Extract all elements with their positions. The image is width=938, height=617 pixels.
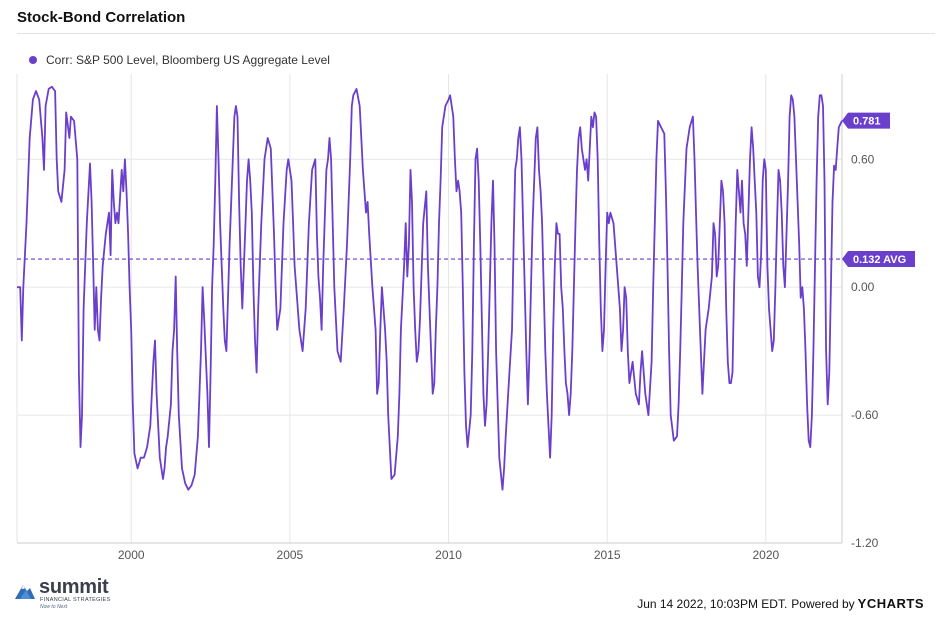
logo-wordmark: summit: [39, 576, 109, 598]
chart-legend: Corr: S&P 500 Level, Bloomberg US Aggreg…: [29, 53, 330, 67]
logo-subtitle: FINANCIAL STRATEGIES: [40, 597, 111, 603]
ycharts-logo[interactable]: YCHARTS: [857, 596, 924, 611]
axes: 2000 2005 2010 2015 2020 0.60 0.00 -0.60 -1.20: [17, 74, 879, 562]
y-tick-label: 0.60: [851, 152, 875, 166]
mountain-icon: [15, 585, 35, 599]
x-tick-label: 2020: [752, 548, 779, 562]
series-group: [17, 85, 843, 491]
x-tick-label: 2005: [277, 548, 304, 562]
footer-credit: Jun 14 2022, 10:03PM EDT. Powered by YCH…: [637, 596, 924, 611]
legend-swatch: [29, 56, 37, 64]
title-divider: [17, 33, 935, 34]
logo-tagline: Now to Next: [40, 604, 68, 610]
y-tick-label: -0.60: [851, 408, 879, 422]
y-tick-label: 0.00: [851, 280, 875, 294]
value-flags: 0.781 0.132 AVG: [842, 112, 915, 268]
x-tick-label: 2010: [435, 548, 462, 562]
powered-by-text: Powered by: [791, 596, 855, 611]
average-value-flag-badge: [842, 251, 915, 268]
y-tick-label: -1.20: [851, 536, 879, 550]
legend-label: Corr: S&P 500 Level, Bloomberg US Aggreg…: [46, 53, 330, 67]
last-value-flag-text: 0.781: [853, 116, 881, 128]
chart-title: Stock-Bond Correlation: [17, 9, 186, 26]
last-value-flag-badge: [842, 112, 890, 129]
x-tick-label: 2015: [594, 548, 621, 562]
average-value-flag-text: 0.132 AVG: [853, 254, 906, 266]
last-value-flag: 0.781: [842, 112, 890, 129]
x-tick-label: 2000: [118, 548, 145, 562]
correlation-series-line: [17, 85, 843, 491]
footer-timestamp: Jun 14 2022, 10:03PM EDT.: [637, 596, 788, 611]
average-value-flag: 0.132 AVG: [842, 251, 915, 268]
summit-logo: summit FINANCIAL STRATEGIES Now to Next: [14, 576, 124, 611]
